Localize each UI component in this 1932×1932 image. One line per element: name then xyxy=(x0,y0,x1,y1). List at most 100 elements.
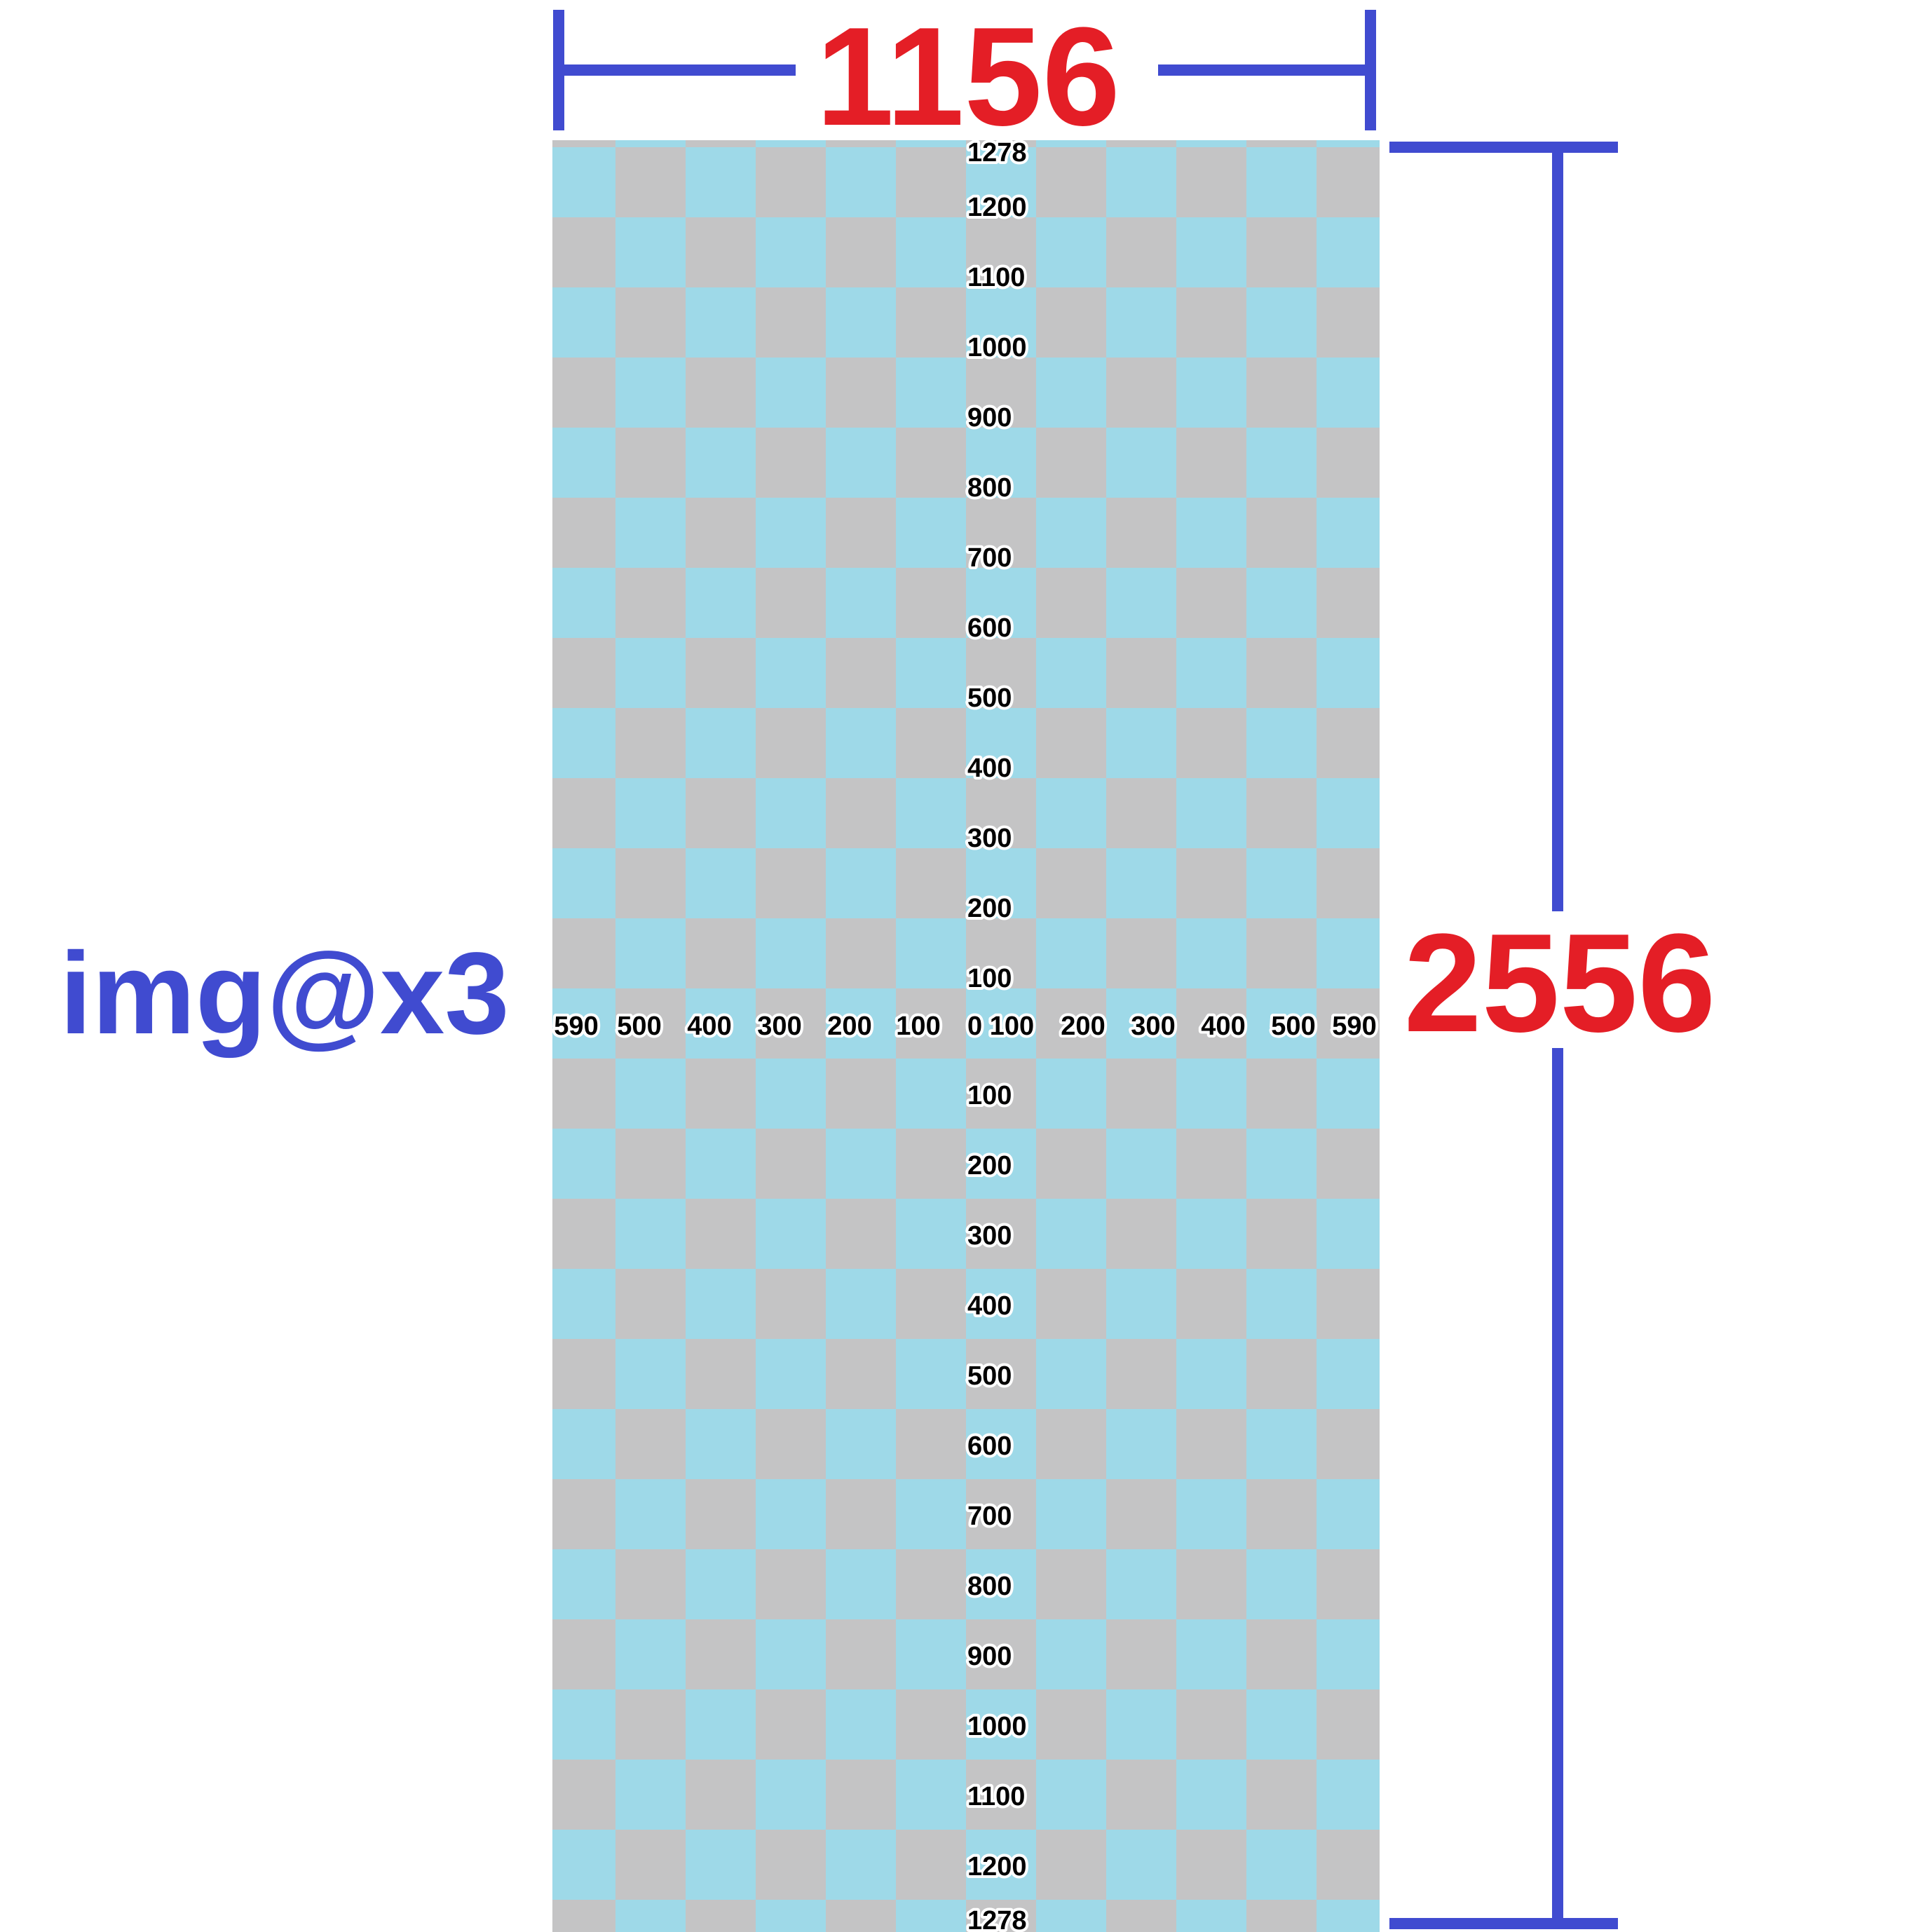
checker-square xyxy=(615,1339,686,1409)
checker-square xyxy=(896,287,966,358)
checker-square xyxy=(1106,778,1176,848)
checker-square xyxy=(686,140,756,147)
checker-square xyxy=(615,1199,686,1269)
checker-square xyxy=(1317,708,1380,778)
checker-square xyxy=(966,428,1036,498)
checker-square xyxy=(615,1760,686,1830)
checker-square xyxy=(552,140,615,147)
checker-square xyxy=(1036,1059,1106,1129)
checker-square xyxy=(1036,568,1106,638)
checker-square xyxy=(1106,918,1176,988)
checker-square xyxy=(1036,1760,1106,1830)
checker-square xyxy=(1246,358,1317,428)
checker-square xyxy=(1246,428,1317,498)
checker-square xyxy=(896,1059,966,1129)
checker-square xyxy=(552,1339,615,1409)
checker-square xyxy=(756,1269,826,1339)
checker-square xyxy=(826,1689,896,1760)
checker-square xyxy=(826,217,896,287)
checker-square xyxy=(1246,287,1317,358)
checker-square xyxy=(552,1479,615,1549)
checker-square xyxy=(966,1199,1036,1269)
y-axis-tick-label: 800 xyxy=(967,1572,1012,1601)
checker-square xyxy=(1106,638,1176,708)
checker-square xyxy=(1246,708,1317,778)
x-axis-tick-label: 200 xyxy=(1061,1012,1105,1041)
x-axis-tick-label: 400 xyxy=(687,1012,731,1041)
checker-square xyxy=(615,1479,686,1549)
checker-square xyxy=(686,1199,756,1269)
checker-square xyxy=(756,638,826,708)
checker-square xyxy=(552,1689,615,1760)
checker-square xyxy=(1176,778,1246,848)
checker-square xyxy=(896,1339,966,1409)
checker-square xyxy=(966,778,1036,848)
checker-square xyxy=(896,140,966,147)
checker-square xyxy=(826,1269,896,1339)
checker-square xyxy=(826,287,896,358)
checker-square xyxy=(615,1549,686,1619)
checker-square xyxy=(1246,1059,1317,1129)
checker-square xyxy=(1036,498,1106,568)
checker-square xyxy=(1106,1619,1176,1689)
checker-square xyxy=(552,778,615,848)
checker-square xyxy=(896,638,966,708)
checker-square xyxy=(1246,1479,1317,1549)
checker-square xyxy=(1106,147,1176,217)
checker-square xyxy=(1036,1830,1106,1900)
checker-square xyxy=(552,638,615,708)
checker-square xyxy=(756,140,826,147)
checker-square xyxy=(1246,778,1317,848)
checker-square xyxy=(966,1830,1036,1900)
checker-square xyxy=(1036,428,1106,498)
checker-square xyxy=(1176,1760,1246,1830)
x-axis-tick-label: 400 xyxy=(1201,1012,1245,1041)
checker-square xyxy=(1106,1269,1176,1339)
checker-square xyxy=(686,1689,756,1760)
checker-square xyxy=(686,358,756,428)
checker-square xyxy=(1317,1830,1380,1900)
checker-square xyxy=(686,1900,756,1932)
checker-square xyxy=(896,1619,966,1689)
checker-square xyxy=(1036,140,1106,147)
y-axis-tick-label: 700 xyxy=(967,543,1012,573)
checker-square xyxy=(1176,358,1246,428)
checker-square xyxy=(1176,217,1246,287)
checker-square xyxy=(1317,988,1380,1059)
checker-square xyxy=(826,1619,896,1689)
checker-square xyxy=(756,1760,826,1830)
checker-square xyxy=(686,568,756,638)
checker-square xyxy=(756,1549,826,1619)
checker-square xyxy=(615,498,686,568)
checker-square xyxy=(1317,1269,1380,1339)
checker-square xyxy=(896,1689,966,1760)
checker-square xyxy=(1176,498,1246,568)
y-axis-tick-label: 600 xyxy=(967,1431,1012,1461)
checker-square xyxy=(1246,1129,1317,1199)
checker-square xyxy=(1106,1479,1176,1549)
checker-square xyxy=(1317,1900,1380,1932)
checker-square xyxy=(1246,498,1317,568)
checker-square xyxy=(896,568,966,638)
checker-square xyxy=(1036,1479,1106,1549)
checker-square xyxy=(1036,147,1106,217)
checker-square xyxy=(552,428,615,498)
checker-square xyxy=(615,1269,686,1339)
checker-square xyxy=(826,638,896,708)
checker-square xyxy=(615,568,686,638)
checker-square xyxy=(1106,1689,1176,1760)
checker-square xyxy=(756,778,826,848)
checker-square xyxy=(615,358,686,428)
checker-square xyxy=(1106,988,1176,1059)
checker-square xyxy=(896,1549,966,1619)
checker-square xyxy=(966,1339,1036,1409)
width-dimension-label: 1156 xyxy=(816,0,1120,155)
x-axis-tick-label: 500 xyxy=(1271,1012,1315,1041)
checker-square xyxy=(1246,1339,1317,1409)
checker-square xyxy=(1106,140,1176,147)
checker-square xyxy=(1317,778,1380,848)
checker-square xyxy=(686,638,756,708)
y-axis-tick-label: 500 xyxy=(967,683,1012,713)
checker-square xyxy=(1106,1199,1176,1269)
checker-square xyxy=(1106,1339,1176,1409)
